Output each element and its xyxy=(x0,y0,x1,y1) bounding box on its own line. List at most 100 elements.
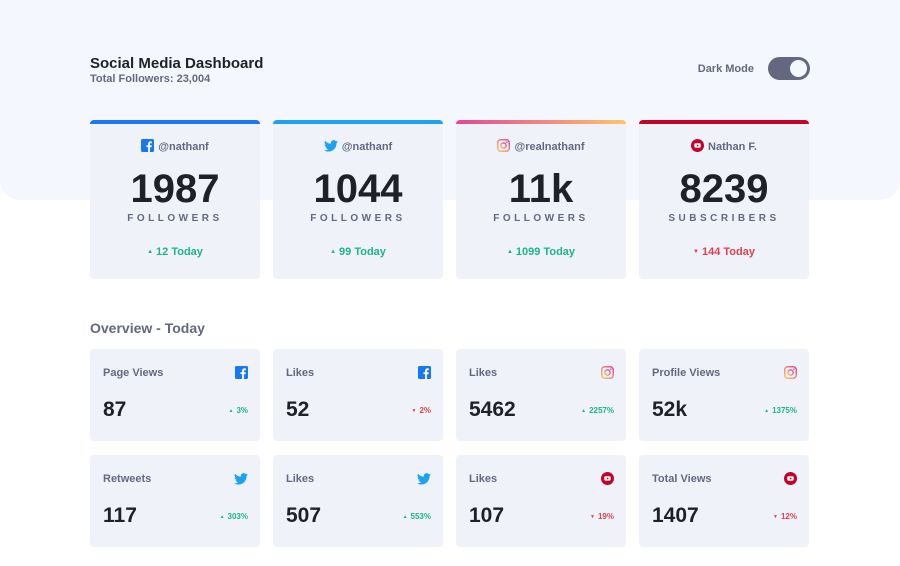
toggle-knob xyxy=(790,60,807,77)
overview-tile[interactable]: Total Views 1407 ▼ 12% xyxy=(639,455,809,547)
metric-value: 1407 xyxy=(652,504,699,527)
dark-mode-control: Dark Mode xyxy=(698,57,810,80)
up-arrow-icon: ▲ xyxy=(764,408,770,414)
metric-change: ▼ 19% xyxy=(590,512,614,521)
metric-value: 87 xyxy=(103,398,127,421)
metric-label: Total Views xyxy=(652,473,712,485)
card-handle-text: @nathanf xyxy=(341,141,393,153)
dark-mode-toggle[interactable] xyxy=(768,57,810,80)
down-arrow-icon: ▼ xyxy=(693,249,699,255)
down-arrow-icon: ▼ xyxy=(411,408,417,414)
dashboard-header: Social Media Dashboard Total Followers: … xyxy=(90,55,810,95)
card-handle-text: @realnathanf xyxy=(514,141,585,153)
today-change: ▼ 144 Today xyxy=(639,246,809,258)
overview-grid: Page Views 87 ▲ 3% Likes 52 ▼ 2% Likes 546… xyxy=(90,349,810,547)
overview-tile[interactable]: Retweets 117 ▲ 303% xyxy=(90,455,260,547)
overview-tile[interactable]: Profile Views 52k ▲ 1375% xyxy=(639,349,809,441)
overview-tile[interactable]: Likes 5462 ▲ 2257% xyxy=(456,349,626,441)
metric-change-text: 553% xyxy=(410,512,431,521)
metric-label: Profile Views xyxy=(652,367,721,379)
metric-label: Likes xyxy=(469,367,498,379)
card-handle-text: Nathan F. xyxy=(708,141,757,153)
today-change: ▲ 12 Today xyxy=(90,246,260,258)
card-accent-bar xyxy=(90,120,260,124)
metric-value: 507 xyxy=(286,504,322,527)
metric-change-text: 12% xyxy=(780,512,797,521)
up-arrow-icon: ▲ xyxy=(219,514,225,520)
card-handle-text: @nathanf xyxy=(158,141,209,153)
follower-unit: FOLLOWERS xyxy=(493,213,589,224)
metric-label: Page Views xyxy=(103,367,164,379)
page-title: Social Media Dashboard xyxy=(90,55,264,72)
up-arrow-icon: ▲ xyxy=(402,514,408,520)
overview-tile[interactable]: Page Views 87 ▲ 3% xyxy=(90,349,260,441)
down-arrow-icon: ▼ xyxy=(590,514,595,520)
card-handle: @nathanf xyxy=(90,139,260,155)
metric-change-text: 1375% xyxy=(772,406,797,415)
today-change-text: 1099 Today xyxy=(515,246,576,258)
instagram-icon xyxy=(601,366,614,384)
card-accent-bar xyxy=(273,120,443,124)
metric-value: 107 xyxy=(469,504,505,527)
metric-change: ▲ 3% xyxy=(228,406,248,415)
up-arrow-icon: ▲ xyxy=(330,249,337,255)
down-arrow-icon: ▼ xyxy=(773,514,778,520)
facebook-icon xyxy=(141,139,158,155)
today-change: ▲ 1099 Today xyxy=(456,246,626,258)
subscriber-count: 8239 xyxy=(679,167,769,211)
youtube-icon xyxy=(784,472,797,490)
metric-value: 117 xyxy=(103,504,137,527)
youtube-icon xyxy=(601,472,614,490)
card-accent-bar xyxy=(639,120,809,124)
total-followers: Total Followers: 23,004 xyxy=(90,73,211,85)
follower-unit: FOLLOWERS xyxy=(127,213,223,224)
today-change-text: 12 Today xyxy=(156,246,203,258)
follower-cards: @nathanf 1987 FOLLOWERS ▲ 12 Today @natha… xyxy=(90,120,810,279)
twitter-icon xyxy=(417,472,431,490)
up-arrow-icon: ▲ xyxy=(147,249,154,255)
today-change-text: 99 Today xyxy=(339,246,386,258)
overview-tile[interactable]: Likes 107 ▼ 19% xyxy=(456,455,626,547)
twitter-icon xyxy=(234,472,248,490)
metric-label: Likes xyxy=(469,473,498,485)
overview-tile[interactable]: Likes 507 ▲ 553% xyxy=(273,455,443,547)
metric-change: ▲ 553% xyxy=(403,512,431,521)
facebook-icon xyxy=(418,366,431,384)
up-arrow-icon: ▲ xyxy=(506,249,513,255)
metric-change-text: 19% xyxy=(597,512,614,521)
metric-value: 52 xyxy=(286,398,310,421)
card-accent-bar xyxy=(456,120,626,124)
overview-tile[interactable]: Likes 52 ▼ 2% xyxy=(273,349,443,441)
metric-change-text: 3% xyxy=(236,406,248,415)
metric-change: ▲ 1375% xyxy=(764,406,797,415)
metric-value: 5462 xyxy=(469,398,516,421)
metric-change: ▲ 303% xyxy=(220,512,248,521)
follower-card-instagram[interactable]: @realnathanf 11k FOLLOWERS ▲ 1099 Today xyxy=(456,120,626,279)
metric-value: 52k xyxy=(652,398,688,421)
card-handle: @nathanf xyxy=(273,139,443,155)
follower-count: 1987 xyxy=(130,167,220,211)
follower-card-youtube[interactable]: Nathan F. 8239 SUBSCRIBERS ▼ 144 Today xyxy=(639,120,809,279)
metric-change: ▼ 12% xyxy=(773,512,797,521)
metric-label: Likes xyxy=(286,367,315,379)
follower-card-facebook[interactable]: @nathanf 1987 FOLLOWERS ▲ 12 Today xyxy=(90,120,260,279)
subscriber-unit: SUBSCRIBERS xyxy=(668,213,780,224)
facebook-icon xyxy=(235,366,248,384)
metric-change: ▼ 2% xyxy=(411,406,431,415)
metric-change-text: 2% xyxy=(419,406,431,415)
metric-change: ▲ 2257% xyxy=(581,406,614,415)
follower-card-twitter[interactable]: @nathanf 1044 FOLLOWERS ▲ 99 Today xyxy=(273,120,443,279)
youtube-icon xyxy=(691,139,708,155)
today-change: ▲ 99 Today xyxy=(273,246,443,258)
metric-label: Likes xyxy=(286,473,315,485)
today-change-text: 144 Today xyxy=(701,246,755,258)
follower-unit: FOLLOWERS xyxy=(310,213,406,224)
metric-change-text: 303% xyxy=(227,512,248,521)
overview-title: Overview - Today xyxy=(90,320,205,336)
up-arrow-icon: ▲ xyxy=(228,408,234,414)
card-handle: @realnathanf xyxy=(456,139,626,154)
twitter-icon xyxy=(323,139,342,155)
dark-mode-label: Dark Mode xyxy=(697,62,754,75)
up-arrow-icon: ▲ xyxy=(581,408,587,414)
metric-label: Retweets xyxy=(103,473,152,485)
